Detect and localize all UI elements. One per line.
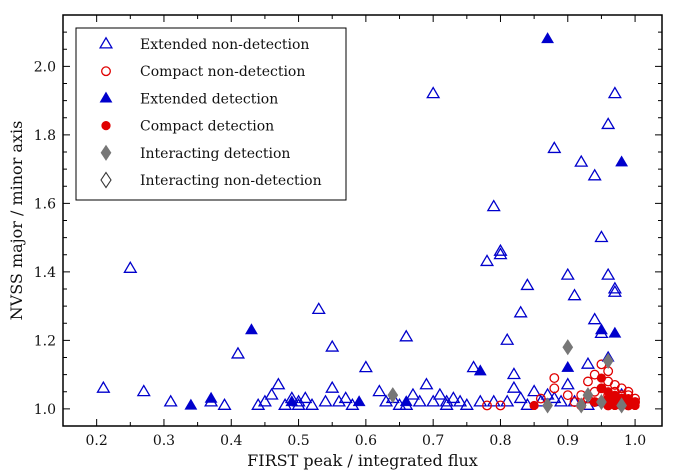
x-tick-label: 0.6 — [355, 433, 377, 449]
data-point — [360, 362, 372, 372]
data-point — [313, 303, 325, 313]
legend-label: Interacting non-detection — [140, 173, 322, 189]
x-tick-label: 0.9 — [557, 433, 579, 449]
data-point — [219, 399, 231, 409]
x-tick-label: 0.2 — [86, 433, 108, 449]
x-tick-label: 0.7 — [422, 433, 444, 449]
data-point — [596, 324, 608, 334]
data-point — [427, 396, 439, 406]
data-point — [548, 142, 560, 152]
data-point — [609, 327, 621, 337]
data-point — [373, 386, 385, 396]
data-point — [530, 401, 539, 410]
x-axis-title: FIRST peak / integrated flux — [247, 451, 478, 470]
data-point — [508, 368, 520, 378]
data-point — [528, 386, 540, 396]
legend-layer: Extended non-detection Compact non-detect… — [76, 28, 346, 200]
data-point — [609, 283, 621, 293]
y-tick-label: 1.2 — [34, 333, 56, 349]
data-point — [609, 88, 621, 98]
legend-marker — [102, 121, 111, 130]
x-tick-label: 1.0 — [624, 433, 646, 449]
legend-label: Extended non-detection — [140, 37, 309, 53]
data-point — [326, 382, 338, 392]
data-point — [582, 358, 594, 368]
legend-label: Interacting detection — [140, 146, 290, 162]
data-point — [266, 389, 278, 399]
data-point — [481, 255, 493, 265]
data-point — [604, 387, 613, 396]
data-point — [563, 391, 572, 400]
data-point — [515, 392, 527, 402]
data-point — [205, 392, 217, 402]
y-axis-title: NVSS major / minor axis — [7, 121, 26, 321]
data-point — [306, 399, 318, 409]
data-point — [584, 377, 593, 386]
data-point — [400, 396, 412, 406]
data-point — [616, 156, 628, 166]
data-point — [522, 279, 534, 289]
data-point — [631, 401, 640, 410]
data-point — [550, 374, 559, 383]
data-point — [508, 382, 520, 392]
data-point — [596, 231, 608, 241]
y-tick-label: 1.4 — [34, 265, 56, 281]
data-point — [597, 374, 606, 383]
data-point — [569, 290, 581, 300]
data-point — [501, 334, 513, 344]
data-point — [589, 314, 601, 324]
y-tick-label: 1.8 — [34, 128, 56, 144]
data-point — [609, 286, 621, 296]
data-point — [474, 396, 486, 406]
data-point — [495, 245, 507, 255]
data-point — [562, 379, 574, 389]
data-point — [326, 341, 338, 351]
data-point — [501, 396, 513, 406]
x-tick-label: 0.8 — [489, 433, 511, 449]
data-point — [427, 88, 439, 98]
data-point — [589, 170, 601, 180]
data-point — [421, 379, 433, 389]
data-point — [185, 399, 197, 409]
data-point — [562, 362, 574, 372]
data-point — [124, 262, 136, 272]
data-point — [320, 396, 332, 406]
x-tick-label: 0.3 — [153, 433, 175, 449]
data-point — [488, 201, 500, 211]
data-point — [515, 307, 527, 317]
y-tick-label: 1.0 — [34, 402, 56, 418]
legend-label: Compact non-detection — [140, 64, 305, 80]
data-point — [232, 348, 244, 358]
data-point — [414, 396, 426, 406]
legend-label: Compact detection — [140, 119, 274, 135]
data-point — [138, 386, 150, 396]
legend-label: Extended detection — [140, 91, 278, 107]
data-point — [542, 33, 554, 43]
data-point — [563, 340, 573, 355]
data-point — [246, 324, 258, 334]
data-point — [441, 399, 453, 409]
data-point — [407, 389, 419, 399]
data-point — [272, 379, 284, 389]
y-tick-label: 1.6 — [34, 196, 56, 212]
y-tick-label: 2.0 — [34, 59, 56, 75]
data-point — [575, 156, 587, 166]
data-point — [400, 331, 412, 341]
data-point — [434, 389, 446, 399]
data-point — [562, 269, 574, 279]
data-point — [97, 382, 109, 392]
data-point — [165, 396, 177, 406]
data-point — [602, 118, 614, 128]
data-point — [602, 269, 614, 279]
data-point — [488, 396, 500, 406]
x-tick-label: 0.4 — [220, 433, 242, 449]
x-tick-label: 0.5 — [287, 433, 309, 449]
data-point — [353, 396, 365, 406]
data-point — [495, 249, 507, 259]
